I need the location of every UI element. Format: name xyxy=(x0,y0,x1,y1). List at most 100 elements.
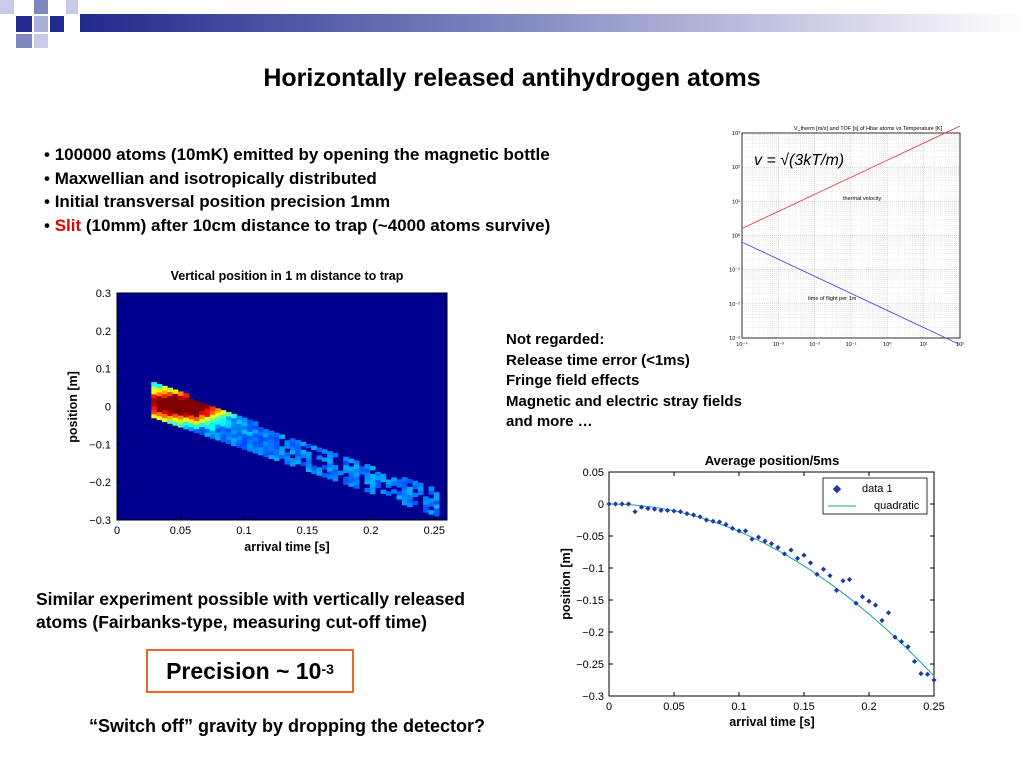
heatmap-cell xyxy=(247,435,253,440)
heatmap-cell xyxy=(204,408,211,413)
heatmap-cell xyxy=(236,431,243,436)
heatmap-cell xyxy=(220,426,227,431)
heatmap-cell xyxy=(156,395,163,401)
heatmap-cell xyxy=(172,401,179,406)
heatmap-cell xyxy=(252,449,259,454)
data-point xyxy=(801,552,807,558)
heatmap-cell xyxy=(423,504,429,509)
heatmap-cell xyxy=(353,468,360,473)
heatmap-cell xyxy=(183,425,189,430)
heatmap-cell xyxy=(247,419,253,424)
precision-label: Precision ~ 10 xyxy=(166,657,322,684)
data-point xyxy=(788,547,794,553)
heatmap-cell xyxy=(289,462,296,467)
heatmap-cell xyxy=(359,470,365,475)
deco-square xyxy=(0,0,14,14)
avgpos-ytick-label: −0.05 xyxy=(576,531,604,543)
heatmap-cell xyxy=(348,478,355,483)
heatmap-cell xyxy=(167,387,173,393)
heatmap-title: Vertical position in 1 m distance to tra… xyxy=(171,269,404,283)
heatmap-cell xyxy=(252,429,259,434)
heatmap-cell xyxy=(369,466,376,471)
thermal-formula: v = √(3kT/m) xyxy=(754,152,844,169)
heatmap-cell xyxy=(231,441,237,447)
heatmap-cell xyxy=(161,417,168,422)
heatmap-cell xyxy=(268,442,275,448)
heatmap-cell xyxy=(247,439,253,444)
heatmap-cell xyxy=(199,406,205,412)
heatmap-cell xyxy=(252,433,259,438)
heatmap-cell xyxy=(220,422,227,427)
loglog-ytick-label: 10⁻³ xyxy=(729,336,740,342)
heatmap-cell xyxy=(375,471,381,477)
heatmap-cell xyxy=(348,482,355,487)
bullet-item: • Maxwellian and isotropically distribut… xyxy=(44,168,377,188)
heatmap-cell xyxy=(423,508,429,513)
loglog-xtick-label: 10⁻² xyxy=(809,342,820,348)
loglog-series-line xyxy=(741,125,961,229)
heatmap-cell xyxy=(407,490,413,496)
heatmap-cell xyxy=(215,424,221,429)
heatmap-cell xyxy=(385,491,392,496)
heatmap-cell xyxy=(177,399,184,404)
heatmap-xtick-label: 0 xyxy=(114,525,120,537)
heatmap-cell xyxy=(295,444,301,449)
legend-marker-icon: ◆ xyxy=(833,483,842,495)
heatmap-cell xyxy=(188,426,195,432)
heatmap-cell xyxy=(231,429,237,435)
heatmap-cell xyxy=(231,421,237,427)
heatmap-cell xyxy=(321,465,328,470)
loglog-xtick-label: 10⁻⁴ xyxy=(736,341,748,348)
data-point xyxy=(736,528,742,534)
heatmap-cell xyxy=(209,434,216,439)
data-point xyxy=(612,501,619,507)
avgpos-xlabel: arrival time [s] xyxy=(729,715,814,729)
heatmap-cell xyxy=(359,466,365,471)
heatmap-cell xyxy=(321,457,328,462)
heatmap-cell xyxy=(188,411,195,416)
not-regarded-item: Release time error (<1ms) xyxy=(506,351,690,369)
heatmap-cell xyxy=(279,434,285,439)
heatmap-cell xyxy=(380,489,387,494)
heatmap-xtick-label: 0.15 xyxy=(297,525,318,537)
heatmap-cell xyxy=(161,405,168,411)
heatmap-cell xyxy=(241,445,248,450)
avgpos-xtick-label: 0.2 xyxy=(861,701,876,713)
heatmap-cell xyxy=(220,418,227,423)
heatmap-xtick-label: 0.2 xyxy=(363,525,378,537)
heatmap-cell xyxy=(241,433,248,438)
loglog-xtick-label: 10⁻¹ xyxy=(846,342,857,348)
heatmap-cell xyxy=(231,433,237,439)
heatmap-cell xyxy=(273,448,280,453)
heatmap-cell xyxy=(220,410,227,415)
heatmap-cell xyxy=(348,470,355,475)
legend-box xyxy=(822,477,928,515)
heatmap-cell xyxy=(188,422,195,428)
heatmap-cell xyxy=(327,471,333,476)
heatmap-cell xyxy=(204,412,211,417)
heatmap-ticks: 0 0.05 0.1 0.15 0.2 0.25 0.3 0.2 0.1 0 −0.1 −0.2 −0.… xyxy=(89,288,445,537)
heatmap-cell xyxy=(401,501,408,506)
data-point xyxy=(690,512,697,518)
heatmap-cell xyxy=(177,423,184,428)
heatmap-cell xyxy=(215,420,221,425)
heatmap-cell xyxy=(199,430,205,435)
precision-exponent: -3 xyxy=(321,661,334,677)
heatmap-cell xyxy=(295,440,301,445)
heatmap-ytick-label: −0.1 xyxy=(89,439,111,451)
heatmap-cell xyxy=(156,411,163,417)
heatmap-cell xyxy=(407,494,413,500)
loglog-xtick-label: 10⁰ xyxy=(883,341,892,348)
heatmap-cell xyxy=(156,415,163,421)
heatmap-cell xyxy=(369,489,376,495)
heatmap-cell xyxy=(305,455,312,461)
heatmap-cell xyxy=(401,497,408,502)
heatmap-cell xyxy=(225,412,232,417)
avgpos-ticks: 0 0.05 0.1 0.15 0.2 0.25 0.05 0 −0.05 −0.1 −0.15 −0… xyxy=(576,467,945,713)
heatmap-cell xyxy=(263,440,269,446)
heatmap-cell xyxy=(396,483,403,488)
heatmap-cell xyxy=(193,428,200,434)
heatmap-cell xyxy=(273,444,280,449)
data-point xyxy=(872,602,879,608)
heatmap-cell xyxy=(417,490,424,495)
